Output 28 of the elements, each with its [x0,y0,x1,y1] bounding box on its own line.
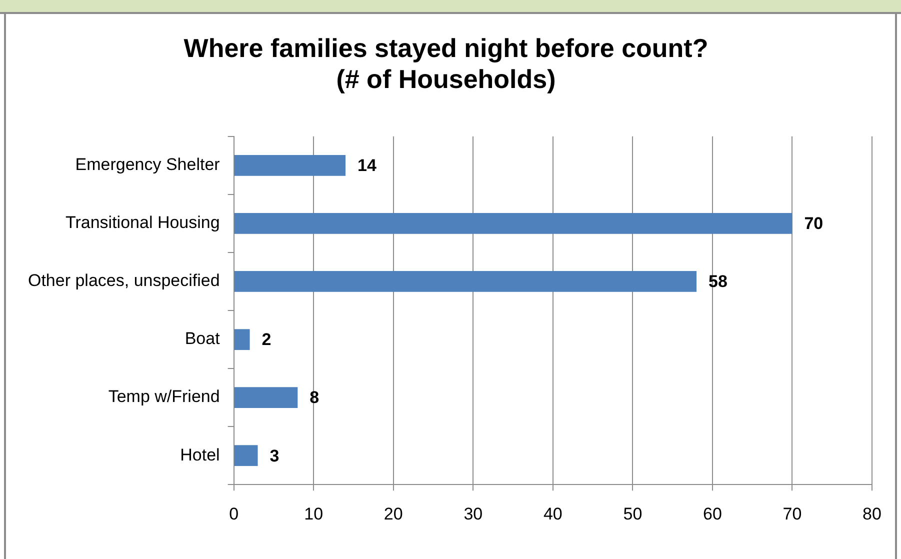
data-label: 3 [270,446,280,466]
y-tick-label: Transitional Housing [65,213,220,232]
y-tick-label: Temp w/Friend [108,387,220,406]
data-label: 70 [804,214,824,234]
bar [234,445,258,466]
x-tick-label: 50 [623,504,642,524]
data-label: 2 [262,330,272,350]
y-tick-label: Emergency Shelter [75,155,220,174]
data-label: 58 [708,272,728,292]
data-label: 8 [310,388,320,408]
x-tick-label: 10 [304,504,324,524]
x-tick-label: 70 [782,504,802,524]
x-tick-label: 40 [543,504,562,524]
x-tick-label: 30 [464,504,483,524]
bar [234,154,346,176]
bar [234,329,250,350]
y-tick-label: Boat [184,329,220,348]
bar [234,271,697,292]
chart-title: Where families stayed night before count? (# of Households) [184,32,708,94]
x-tick-label: 0 [229,504,239,524]
bar [234,387,298,408]
x-tick-label: 60 [702,504,722,524]
y-tick-label: Hotel [180,445,220,464]
data-label: 14 [358,156,377,176]
x-tick-label: 80 [862,504,882,524]
bar [234,213,792,234]
y-tick-label: Other places, unspecified [28,271,220,290]
x-tick-label: 20 [384,504,403,524]
